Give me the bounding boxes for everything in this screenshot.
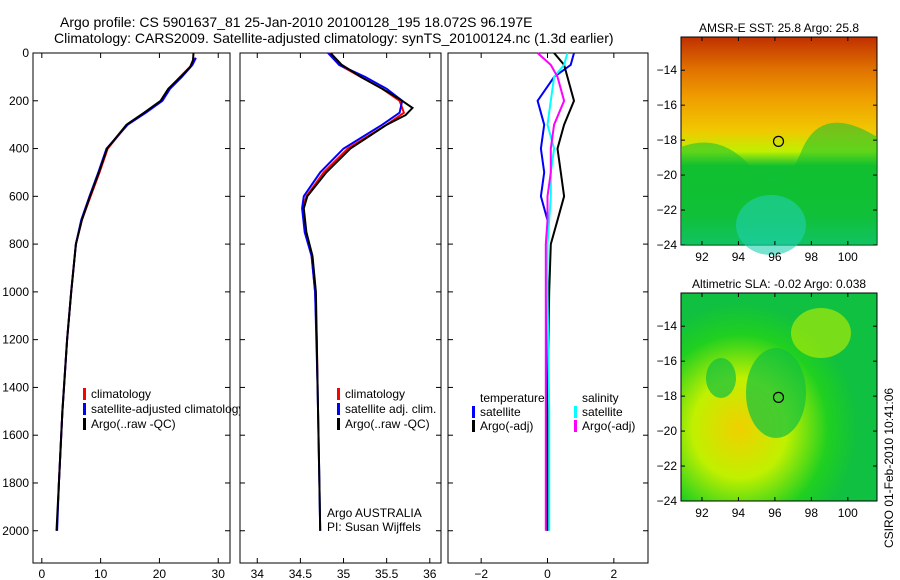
x-tick-label: 100 xyxy=(838,250,858,264)
legend-swatch xyxy=(337,388,340,400)
y-tick-label: −14 xyxy=(657,319,678,333)
legend-group-title: salinity xyxy=(582,391,619,405)
x-tick-label: 20 xyxy=(153,567,167,580)
y-tick-label: 2000 xyxy=(2,524,29,538)
y-tick-label: −14 xyxy=(657,63,678,77)
series-line-temperature-argo-adj- xyxy=(546,52,576,531)
annotation-text: PI: Susan Wijffels xyxy=(327,520,421,534)
legend-swatch xyxy=(337,403,340,415)
legend-group-title: temperature xyxy=(480,391,545,405)
y-tick-label: −22 xyxy=(657,459,678,473)
x-tick-label: 34.5 xyxy=(289,567,313,580)
legend-entry: climatology xyxy=(345,387,405,401)
legend-swatch xyxy=(83,418,86,430)
x-tick-label: 0 xyxy=(38,567,45,580)
y-tick-label: 1000 xyxy=(2,285,29,299)
heatmap-region xyxy=(681,122,877,245)
panel-temperature: 0 10 20 30 0 200 400 600 800 1000 1200 1400 1600 1800… xyxy=(2,46,244,580)
legend-entry: satellite xyxy=(480,405,521,419)
x-tick-label: −2 xyxy=(474,567,488,580)
x-tick-label: 96 xyxy=(768,250,782,264)
heatmap-region xyxy=(736,195,806,255)
argo-location-marker xyxy=(772,135,785,147)
y-tick-label: 1400 xyxy=(2,380,29,394)
legend-swatch xyxy=(337,418,340,430)
legend-entry: Argo(-adj) xyxy=(480,419,533,433)
legend-swatch xyxy=(574,406,577,418)
figure-title-line2: Climatology: CARS2009. Satellite-adjuste… xyxy=(54,30,614,46)
heatmap-region xyxy=(706,358,736,398)
legend-entry: Argo(..raw -QC) xyxy=(91,417,176,431)
y-tick-label: −24 xyxy=(657,494,678,508)
plot-frame xyxy=(239,52,442,564)
legend-swatch xyxy=(83,403,86,415)
x-tick-label: 34 xyxy=(251,567,265,580)
map-title: Altimetric SLA: -0.02 Argo: 0.038 xyxy=(692,277,866,291)
x-tick-label: 98 xyxy=(805,250,819,264)
panel-sst-map: AMSR-E SST: 25.8 Argo: 25.8 92 94 96 98 100 −1… xyxy=(657,21,878,264)
argo-location-marker xyxy=(772,391,785,403)
series-line-salinity-argo-adj- xyxy=(536,52,566,531)
series-line-argo-raw-qc- xyxy=(302,52,415,531)
x-tick-label: 92 xyxy=(695,506,709,520)
y-tick-label: −20 xyxy=(657,424,678,438)
legend-entry: Argo(-adj) xyxy=(582,419,635,433)
y-tick-label: 200 xyxy=(9,94,29,108)
x-tick-label: 98 xyxy=(805,506,819,520)
plot-frame xyxy=(32,52,231,564)
y-tick-label: 1600 xyxy=(2,428,29,442)
x-tick-label: 35.5 xyxy=(375,567,399,580)
y-tick-label: −24 xyxy=(657,238,678,252)
y-tick-label: −16 xyxy=(657,98,678,112)
x-tick-label: 36 xyxy=(423,567,437,580)
map-title: AMSR-E SST: 25.8 Argo: 25.8 xyxy=(699,21,859,35)
x-tick-label: 92 xyxy=(695,250,709,264)
y-tick-label: 1800 xyxy=(2,476,29,490)
legend-entry: satellite xyxy=(582,405,623,419)
panel-sla-map: Altimetric SLA: -0.02 Argo: 0.038 92 94 96 9… xyxy=(657,277,878,520)
y-tick-label: −18 xyxy=(657,133,678,147)
y-tick-label: −18 xyxy=(657,389,678,403)
legend-entry: climatology xyxy=(91,387,151,401)
y-tick-label: 800 xyxy=(9,237,29,251)
y-tick-label: −20 xyxy=(657,168,678,182)
x-tick-label: 2 xyxy=(610,567,617,580)
x-tick-label: 30 xyxy=(212,567,226,580)
series-line-argo-raw-qc- xyxy=(55,52,195,531)
legend-swatch xyxy=(472,420,475,432)
legend-swatch xyxy=(574,420,577,432)
x-tick-label: 10 xyxy=(94,567,108,580)
credit-text: CSIRO 01-Feb-2010 10:41:06 xyxy=(882,388,896,548)
y-tick-label: 400 xyxy=(9,142,29,156)
panel-difference: −202difference from climatologytemperatu… xyxy=(447,52,649,580)
y-tick-label: 0 xyxy=(22,46,29,60)
legend-swatch xyxy=(83,388,86,400)
y-tick-label: −16 xyxy=(657,354,678,368)
heatmap-region xyxy=(791,308,851,358)
x-tick-label: 35 xyxy=(337,567,351,580)
y-tick-label: 1200 xyxy=(2,333,29,347)
figure-title-line1: Argo profile: CS 5901637_81 25-Jan-2010 … xyxy=(60,14,533,30)
legend-entry: satellite adj. clim. xyxy=(345,402,436,416)
annotation-text: Argo AUSTRALIA xyxy=(327,506,422,520)
x-tick-label: 0 xyxy=(544,567,551,580)
y-tick-label: 600 xyxy=(9,189,29,203)
x-tick-label: 94 xyxy=(732,506,746,520)
legend-entry: satellite-adjusted climatology xyxy=(91,402,244,416)
y-tick-label: −22 xyxy=(657,203,678,217)
x-tick-label: 96 xyxy=(768,506,782,520)
legend-swatch xyxy=(472,406,475,418)
legend-entry: Argo(..raw -QC) xyxy=(345,417,430,431)
x-tick-label: 100 xyxy=(838,506,858,520)
x-tick-label: 94 xyxy=(732,250,746,264)
panel-salinity: 3434.53535.536salinityclimatologysatelli… xyxy=(239,52,442,580)
